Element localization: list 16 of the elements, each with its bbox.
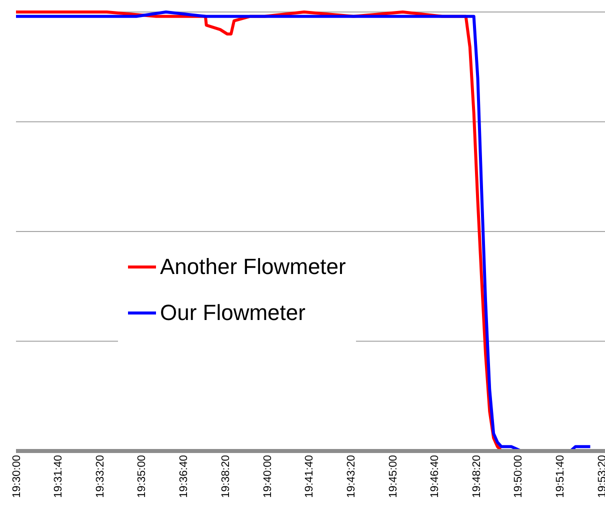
- x-tick-label: 19:41:40: [304, 455, 316, 498]
- x-tick-label: 19:45:00: [387, 455, 400, 498]
- x-tick-label: 19:50:00: [512, 455, 525, 498]
- x-tick-label: 19:30:00: [10, 455, 23, 498]
- x-tick-label: 19:43:20: [345, 455, 358, 498]
- x-tick-label: 19:48:20: [471, 455, 484, 498]
- x-tick-label: 19:46:40: [429, 455, 442, 498]
- x-tick-label: 19:40:00: [262, 455, 274, 498]
- legend-label: Our Flowmeter: [160, 300, 306, 326]
- x-tick-label: 19:33:20: [94, 455, 107, 498]
- x-tick-label: 19:38:20: [220, 455, 232, 498]
- x-tick-label: 19:31:40: [52, 455, 65, 498]
- x-tick-label: 19:35:00: [136, 455, 148, 498]
- x-tick-label: 19:51:40: [554, 455, 567, 498]
- x-tick-label: 19:36:40: [178, 455, 190, 498]
- legend-label: Another Flowmeter: [160, 254, 346, 280]
